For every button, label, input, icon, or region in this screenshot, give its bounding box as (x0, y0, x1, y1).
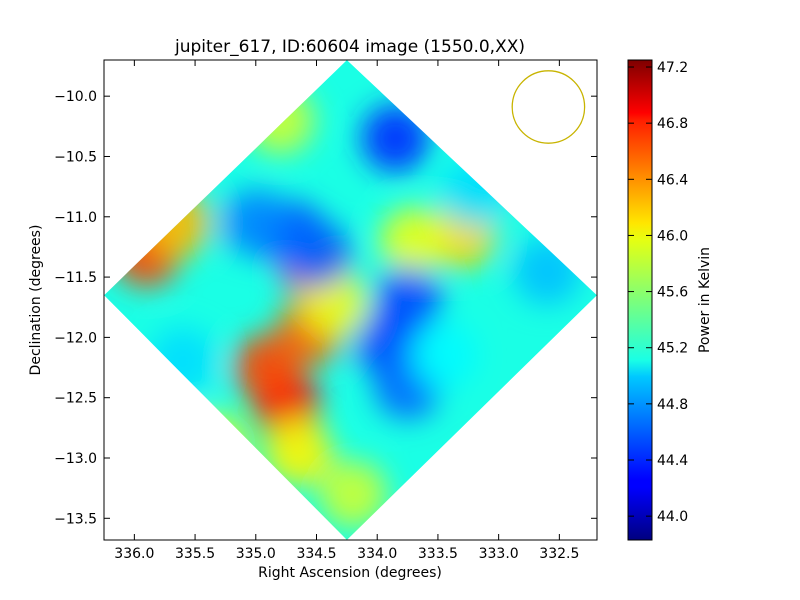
chart-title: jupiter_617, ID:60604 image (1550.0,XX) (174, 37, 525, 57)
colorbar-label: Power in Kelvin (697, 247, 713, 353)
y-axis: −10.0 −10.5 −11.0 −11.5 −12.0 −12.5 −13.0 −13.5 (54, 89, 597, 527)
y-tick-label: −11.0 (54, 210, 97, 226)
y-tick-label: −12.0 (54, 330, 97, 346)
colorbar: 44.0 44.4 44.8 45.2 45.6 46.0 46.4 46.8 47.2 Pow… (627, 59, 713, 541)
heatmap-feature (221, 188, 290, 257)
x-tick-label: 335.0 (236, 546, 276, 562)
colorbar-gradient (628, 60, 652, 540)
heatmap-feature (282, 219, 351, 287)
y-tick-label: −13.0 (54, 451, 97, 467)
colorbar-tick-label: 44.4 (657, 453, 688, 469)
colorbar-tick-label: 44.0 (657, 509, 688, 525)
heatmap-feature (318, 460, 387, 529)
heatmap-feature (264, 418, 333, 486)
x-axis-label: Right Ascension (degrees) (258, 565, 442, 581)
y-tick-label: −10.5 (54, 149, 97, 165)
y-tick-label: −12.5 (54, 391, 97, 407)
heatmap-feature (410, 321, 478, 390)
colorbar-tick-label: 46.0 (657, 228, 688, 244)
x-tick-label: 334.5 (296, 546, 336, 562)
colorbar-tick-label: 45.2 (657, 341, 688, 357)
x-tick-label: 334.0 (357, 546, 397, 562)
colorbar-tick-label: 46.8 (657, 116, 688, 132)
x-tick-label: 333.5 (418, 546, 458, 562)
plot-area: 336.0 335.5 335.0 334.5 334.0 333.5 333.0 332.5… (54, 59, 598, 562)
x-axis: 336.0 335.5 335.0 334.5 334.0 333.5 333.0 332.5 (114, 60, 579, 562)
x-tick-label: 332.5 (539, 546, 579, 562)
y-tick-label: −10.0 (54, 89, 97, 105)
y-axis-label: Declination (degrees) (28, 225, 44, 376)
colorbar-ticks: 44.0 44.4 44.8 45.2 45.6 46.0 46.4 46.8 47.2 (628, 60, 688, 525)
x-tick-label: 333.0 (479, 546, 519, 562)
colorbar-frame (627, 59, 653, 541)
heatmap-feature (379, 206, 448, 275)
colorbar-tick-label: 44.8 (657, 397, 688, 413)
colorbar-tick-label: 46.4 (657, 172, 688, 188)
y-tick-label: −13.5 (54, 511, 97, 527)
x-tick-label: 335.5 (175, 546, 215, 562)
colorbar-tick-label: 45.6 (657, 285, 688, 301)
x-tick-label: 336.0 (114, 546, 154, 562)
y-tick-label: −11.5 (54, 270, 97, 286)
plot-frame (103, 59, 598, 541)
colorbar-tick-label: 47.2 (657, 60, 688, 76)
beam-circle (511, 70, 586, 144)
